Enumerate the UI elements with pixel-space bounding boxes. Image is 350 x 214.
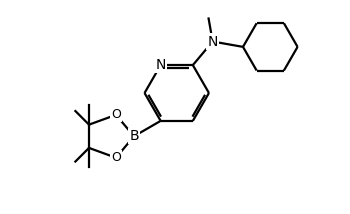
Text: O: O — [111, 108, 121, 121]
Text: B: B — [129, 129, 139, 143]
Text: N: N — [208, 34, 218, 49]
Text: O: O — [111, 151, 121, 164]
Text: N: N — [155, 58, 166, 72]
